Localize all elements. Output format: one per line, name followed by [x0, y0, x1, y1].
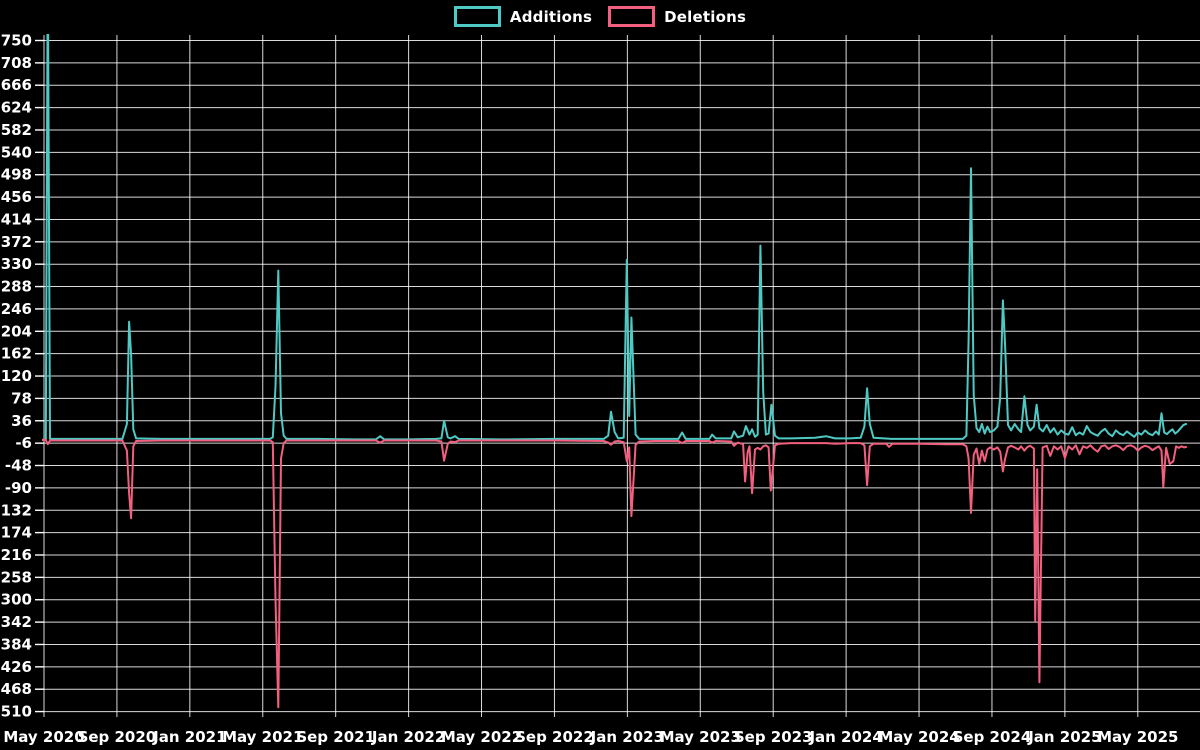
svg-text:120: 120: [1, 367, 32, 385]
svg-text:-384: -384: [0, 635, 32, 653]
svg-text:-132: -132: [0, 501, 32, 519]
svg-text:Sep 2023: Sep 2023: [734, 728, 813, 746]
svg-text:May 2023: May 2023: [660, 728, 741, 746]
svg-text:Jan 2022: Jan 2022: [371, 728, 445, 746]
svg-text:750: 750: [1, 32, 32, 50]
svg-text:246: 246: [1, 300, 32, 318]
svg-text:Jan 2024: Jan 2024: [808, 728, 882, 746]
svg-text:Sep 2021: Sep 2021: [296, 728, 375, 746]
svg-text:498: 498: [1, 166, 32, 184]
svg-text:372: 372: [1, 233, 32, 251]
svg-text:Jan 2021: Jan 2021: [152, 728, 226, 746]
svg-text:78: 78: [11, 389, 32, 407]
svg-text:-426: -426: [0, 658, 32, 676]
svg-text:36: 36: [11, 412, 32, 430]
svg-text:-342: -342: [0, 613, 32, 631]
svg-text:162: 162: [1, 345, 32, 363]
svg-text:288: 288: [1, 278, 32, 296]
svg-text:204: 204: [1, 322, 32, 340]
svg-text:Jan 2025: Jan 2025: [1027, 728, 1101, 746]
additions-swatch: [453, 6, 501, 27]
svg-text:May 2020: May 2020: [3, 728, 84, 746]
additions-legend-label: Additions: [509, 7, 593, 26]
svg-text:540: 540: [1, 143, 32, 161]
svg-text:-468: -468: [0, 680, 32, 698]
svg-text:-216: -216: [0, 546, 32, 564]
svg-text:-258: -258: [0, 568, 32, 586]
svg-text:Sep 2024: Sep 2024: [953, 728, 1032, 746]
svg-text:May 2024: May 2024: [878, 728, 959, 746]
svg-text:582: 582: [1, 121, 32, 139]
svg-text:May 2025: May 2025: [1097, 728, 1178, 746]
svg-text:Jan 2023: Jan 2023: [590, 728, 664, 746]
svg-text:-48: -48: [5, 457, 32, 475]
svg-text:Sep 2022: Sep 2022: [515, 728, 594, 746]
svg-text:May 2021: May 2021: [222, 728, 303, 746]
deletions-swatch: [608, 6, 656, 27]
svg-text:-6: -6: [15, 434, 32, 452]
svg-text:May 2022: May 2022: [441, 728, 522, 746]
svg-text:624: 624: [1, 99, 32, 117]
svg-text:708: 708: [1, 54, 32, 72]
chart-legend: Additions Deletions: [0, 6, 1200, 27]
svg-text:414: 414: [1, 210, 32, 228]
svg-text:666: 666: [1, 76, 32, 94]
legend-item-additions[interactable]: Additions: [453, 6, 593, 27]
svg-text:-90: -90: [5, 479, 32, 497]
svg-text:330: 330: [1, 255, 32, 273]
deletions-legend-label: Deletions: [664, 7, 747, 26]
legend-item-deletions[interactable]: Deletions: [608, 6, 746, 27]
svg-text:-174: -174: [0, 524, 32, 542]
svg-text:Sep 2020: Sep 2020: [78, 728, 157, 746]
svg-text:-510: -510: [0, 703, 32, 721]
svg-text:456: 456: [1, 188, 32, 206]
svg-text:-300: -300: [0, 591, 32, 609]
